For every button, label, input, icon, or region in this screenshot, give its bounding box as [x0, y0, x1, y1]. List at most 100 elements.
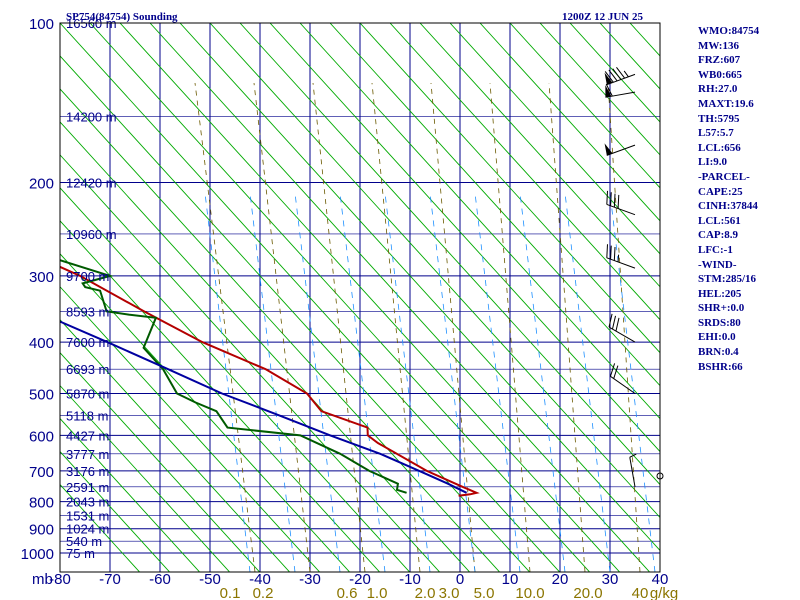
dry-adiabat	[89, 23, 591, 572]
barb-staff	[605, 91, 636, 98]
surface-marker	[656, 472, 664, 480]
index-item: MW:136	[698, 39, 739, 52]
profile-line-1	[60, 259, 407, 494]
dry-adiabat	[149, 23, 651, 572]
barb-pennant	[605, 85, 612, 98]
moist-adiabat	[371, 82, 421, 572]
index-item: L57:5.7	[698, 127, 734, 140]
moist-adiabat	[430, 82, 476, 572]
barb-full	[617, 194, 620, 209]
wind-barb	[606, 190, 636, 216]
temperature-tick-label: -10	[399, 571, 421, 588]
wind-barb	[605, 83, 636, 98]
dry-adiabat	[60, 55, 531, 572]
height-label: 14200 m	[66, 109, 117, 124]
barb-half	[617, 254, 620, 262]
pressure-tick-label: 200	[29, 176, 54, 193]
dry-adiabat	[780, 23, 800, 600]
wind-barbs	[604, 67, 637, 487]
wind-barb	[604, 143, 636, 156]
dry-adiabat	[60, 352, 261, 572]
dry-adiabat	[389, 23, 660, 321]
height-label: 2591 m	[66, 480, 109, 495]
temperature-tick-label: 20	[552, 571, 569, 588]
index-item: TH:5795	[698, 112, 740, 125]
pressure-tick-label: 700	[29, 464, 54, 481]
height-label: 1024 m	[66, 522, 109, 537]
pressure-tick-label: 500	[29, 386, 54, 403]
barb-full	[604, 71, 614, 83]
height-label: 6693 m	[66, 362, 109, 377]
barb-full	[608, 313, 613, 328]
temperature-tick-label: -20	[349, 571, 371, 588]
temperature-tick-label: 40	[652, 571, 669, 588]
barb-staff	[606, 203, 636, 216]
barb-full	[610, 245, 612, 260]
mixing-ratio-label: 0.1	[220, 585, 241, 600]
dry-adiabat	[60, 23, 561, 572]
mixing-ratio-label: 0.6	[337, 585, 358, 600]
index-item: SRDS:80	[698, 316, 741, 329]
mixing-ratio-line	[564, 192, 611, 572]
height-label: 5118 m	[66, 408, 108, 423]
barb-full	[613, 193, 616, 208]
mixing-ratio-label: 1.0	[367, 585, 388, 600]
mixing-ratio-label: 5.0	[474, 585, 495, 600]
height-label: 9700 m	[66, 269, 109, 284]
mixing-ratio-label: 2.0	[415, 585, 436, 600]
height-label: 8593 m	[66, 304, 109, 319]
barb-full	[609, 363, 616, 377]
dry-adiabat	[539, 23, 660, 156]
dry-adiabat	[60, 253, 351, 572]
dry-adiabat	[60, 88, 501, 572]
dry-adiabat	[269, 23, 660, 453]
index-item: CAP:8.9	[698, 229, 739, 242]
dry-adiabat	[299, 23, 660, 420]
index-item: WB0:665	[698, 68, 742, 81]
index-item: SHR+:0.0	[698, 302, 745, 315]
temperature-tick-label: -80	[49, 571, 71, 588]
mixing-ratio-label: 40	[632, 585, 649, 600]
mixing-ratio-label: 0.2	[253, 585, 274, 600]
dry-adiabat	[60, 187, 411, 572]
dry-adiabat	[209, 23, 660, 519]
height-label: 1531 m	[66, 509, 109, 524]
dry-adiabat	[60, 450, 171, 572]
index-item: BSHR:66	[698, 360, 743, 373]
index-item: -WIND-	[698, 258, 737, 271]
mixing-ratio-label: 20.0	[573, 585, 602, 600]
mixing-ratio-line	[474, 192, 521, 572]
wind-barb	[606, 244, 636, 269]
dry-adiabat	[419, 23, 660, 288]
barb-full	[610, 192, 612, 206]
station-title: SP754(84754) Sounding	[66, 11, 178, 23]
pressure-tick-label: 300	[29, 269, 54, 286]
dry-adiabat	[60, 154, 441, 572]
mixing-ratio-line	[519, 192, 566, 572]
dry-adiabat	[179, 23, 660, 552]
index-item: RH:27.0	[698, 83, 738, 96]
mixing-ratio-line	[429, 192, 476, 572]
mixing-ratio-label: g/kg	[650, 585, 678, 600]
mixing-ratio-line	[294, 192, 341, 572]
mixing-ratio-line	[204, 192, 251, 572]
pressure-unit-label: mb	[32, 571, 53, 588]
temperature-tick-label: -30	[299, 571, 321, 588]
index-item: LI:9.0	[698, 156, 728, 169]
mixing-ratio-line	[339, 192, 386, 572]
height-label: 540 m	[66, 534, 102, 549]
dry-adiabat	[329, 23, 660, 387]
barb-full	[615, 317, 620, 332]
index-item: -PARCEL-	[698, 170, 750, 183]
barb-full	[612, 68, 622, 80]
pressure-tick-label: 600	[29, 428, 54, 445]
dry-adiabat	[119, 23, 621, 572]
wind-barb	[604, 67, 636, 86]
profile-line-0	[60, 265, 480, 497]
temperature-tick-label: -50	[199, 571, 221, 588]
pressure-tick-label: 800	[29, 495, 54, 512]
dry-adiabat	[60, 121, 471, 572]
barb-full	[613, 246, 616, 261]
index-item: STM:285/16	[698, 273, 757, 286]
